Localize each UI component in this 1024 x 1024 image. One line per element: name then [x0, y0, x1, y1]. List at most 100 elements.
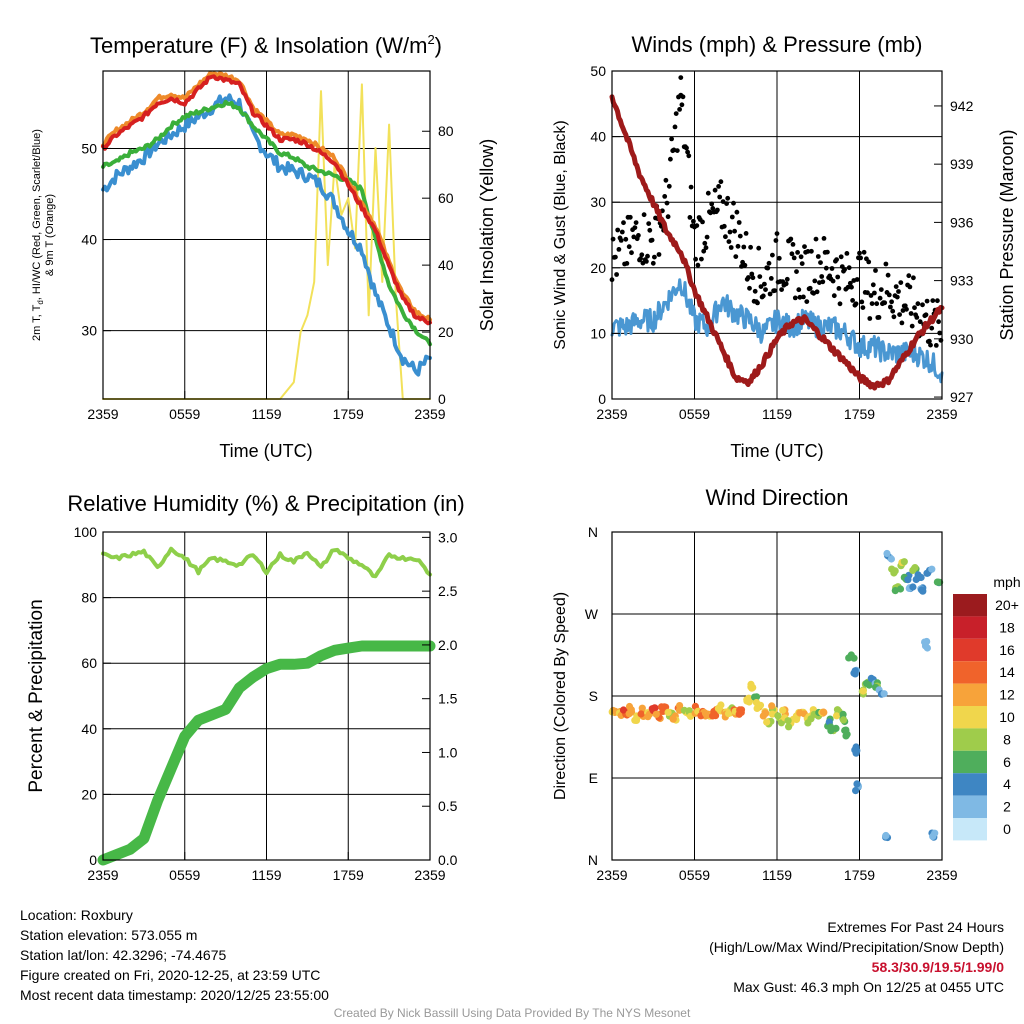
y-tick-label: 50	[81, 140, 97, 156]
gust-point	[652, 254, 657, 260]
legend-swatch	[953, 773, 987, 796]
wind-grid	[612, 71, 942, 399]
gust-point	[615, 227, 621, 233]
gust-point	[770, 252, 775, 258]
x-tick-label: 1159	[251, 867, 281, 883]
legend-label: 10	[999, 709, 1015, 725]
direction-point	[928, 565, 936, 573]
gust-point	[732, 228, 737, 234]
legend-swatch	[953, 750, 987, 774]
created-text: Figure created on Fri, 2020-12-25, at 23…	[20, 967, 321, 983]
gust-point	[673, 111, 679, 116]
sonic-wind-line	[610, 278, 944, 384]
gust-point	[691, 218, 696, 224]
direction-point	[648, 705, 656, 713]
x-tick-label: 2359	[414, 406, 445, 422]
gust-point	[799, 261, 805, 266]
gust-point	[846, 265, 852, 271]
wind-xlabel: Time (UTC)	[730, 441, 823, 461]
legend-title: mph	[993, 574, 1020, 590]
gust-point	[712, 187, 718, 193]
gust-point	[907, 284, 913, 290]
direction-point	[753, 704, 761, 713]
extremes-values: 58.3/30.9/19.5/1.99/0	[871, 959, 1004, 975]
x-tick-label: 0559	[169, 867, 200, 883]
gust-point	[830, 278, 836, 284]
temp-2m-line	[101, 74, 432, 326]
elevation-text: Station elevation: 573.055 m	[20, 927, 198, 943]
wind-ticks: 0 10 20 30 40 50 927 930 933 936 939 942 2359 0559 115…	[590, 63, 973, 422]
direction-point	[737, 706, 746, 714]
gust-point	[613, 254, 618, 260]
x-tick-label: 1759	[844, 406, 875, 422]
y-tick-label: 50	[590, 63, 606, 79]
y-tick-label: E	[589, 770, 598, 786]
gust-point	[801, 294, 806, 300]
gust-point	[752, 288, 758, 294]
gust-point	[873, 268, 878, 273]
gust-point	[937, 330, 943, 336]
y-tick-label: W	[585, 606, 599, 622]
gust-point	[645, 253, 650, 259]
gust-point	[894, 294, 900, 300]
gust-point	[693, 256, 698, 262]
rh-line	[101, 546, 432, 579]
legend-label: 8	[1003, 731, 1011, 747]
gust-point	[688, 184, 694, 190]
y-tick-label: 40	[81, 721, 97, 737]
direction-point	[637, 710, 645, 718]
direction-point	[909, 583, 917, 591]
y2-tick-label: 2.0	[438, 637, 458, 653]
y2-tick-label: 40	[438, 257, 454, 273]
gust-point	[835, 274, 841, 280]
gust-point	[765, 265, 771, 271]
gust-point	[809, 248, 814, 254]
x-tick-label: 2359	[926, 406, 957, 422]
x-tick-label: 0559	[169, 406, 200, 422]
gust-point	[886, 292, 892, 298]
rh-title: Relative Humidity (%) & Precipitation (i…	[67, 491, 464, 516]
gust-point	[758, 284, 764, 289]
rh-ticks: 0 20 40 60 80 100 0.0 0.5 1.0 1.5 2.0 2.5 3.0 2359 055…	[74, 524, 458, 883]
legend-label: 2	[1003, 799, 1011, 815]
dir-title: Wind Direction	[705, 485, 848, 510]
direction-point	[852, 743, 860, 751]
y-tick-label: 0	[598, 391, 606, 407]
gust-point	[662, 194, 668, 199]
gust-point	[891, 314, 897, 320]
wind-title: Winds (mph) & Pressure (mb)	[632, 32, 923, 57]
direction-point	[625, 710, 633, 718]
rh-panel: 0 20 40 60 80 100 0.0 0.5 1.0 1.5 2.0 2.5 3.0 2359 055…	[26, 491, 465, 883]
gust-point	[774, 231, 780, 237]
gust-point	[725, 195, 731, 201]
gust-point	[831, 293, 837, 299]
gust-point	[650, 260, 656, 266]
gust-point	[724, 201, 729, 207]
gust-point	[917, 319, 923, 325]
gust-point	[737, 233, 743, 239]
gust-point	[860, 305, 866, 310]
gust-point	[933, 343, 939, 348]
direction-point	[717, 701, 725, 709]
gust-point	[694, 223, 700, 229]
direction-point	[865, 681, 873, 689]
gust-point	[750, 275, 756, 281]
legend-swatch	[953, 728, 987, 751]
x-tick-label: 1159	[762, 406, 792, 422]
gust-point	[705, 190, 711, 196]
gust-point	[908, 311, 914, 316]
gust-point	[802, 244, 807, 250]
y2-tick-label: 2.5	[438, 583, 458, 599]
y2-tick-label: 927	[950, 389, 974, 405]
gust-point	[666, 183, 672, 189]
gust-point	[772, 288, 778, 293]
gust-point	[874, 301, 880, 307]
gust-point	[867, 316, 873, 321]
gust-point	[791, 255, 797, 261]
gust-point	[727, 229, 733, 235]
y2-tick-label: 942	[950, 98, 974, 114]
gust-point	[728, 245, 734, 250]
direction-point	[669, 714, 677, 723]
pressure-line	[609, 94, 945, 391]
gust-point	[614, 272, 619, 277]
